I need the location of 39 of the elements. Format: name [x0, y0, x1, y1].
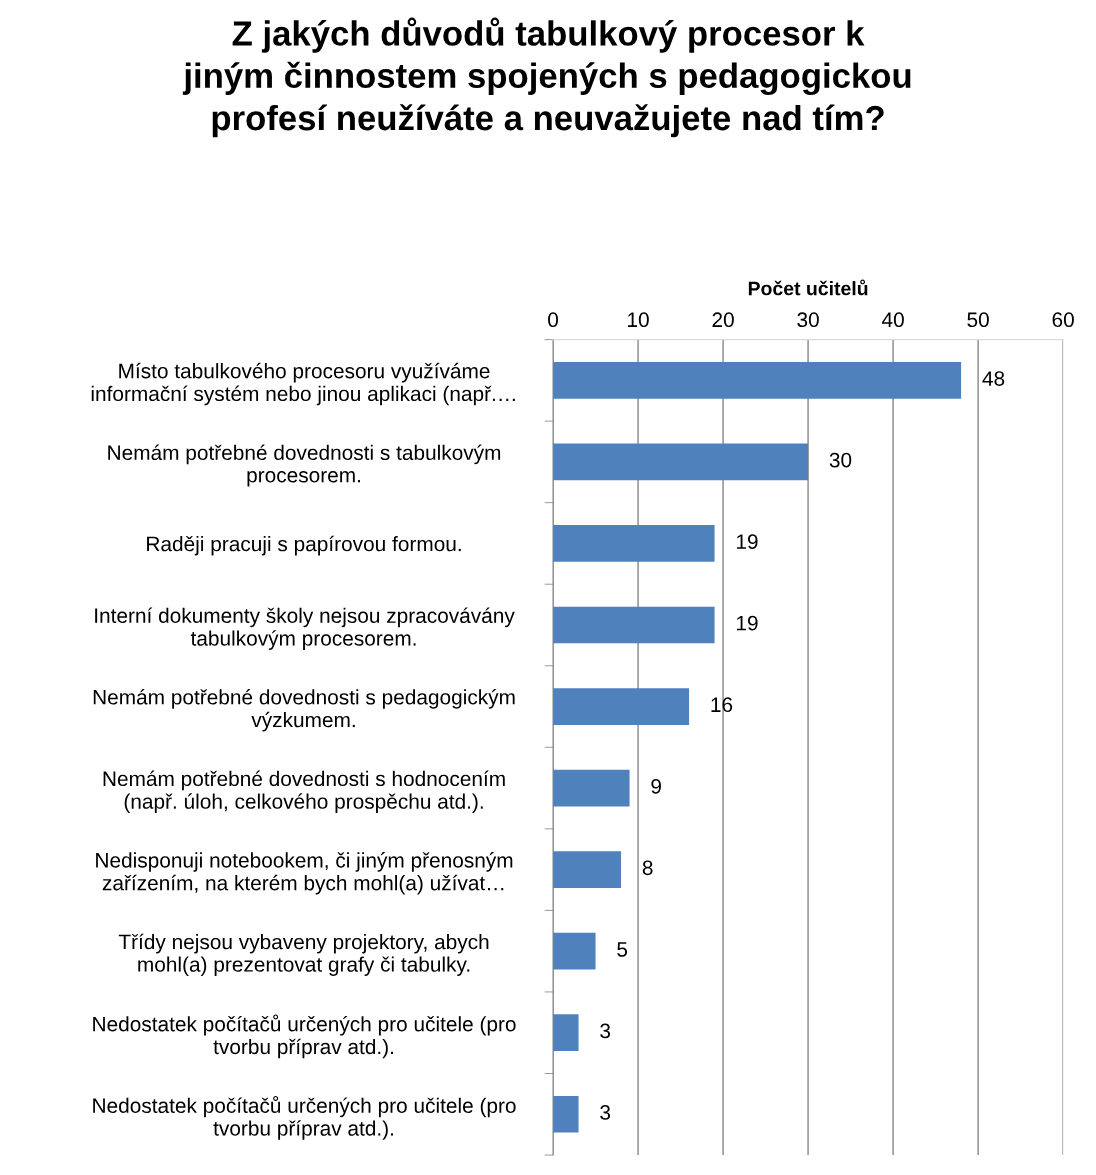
data-label: 19 — [736, 615, 758, 631]
bar — [553, 443, 809, 481]
x-axis-title: Počet učitelů — [748, 279, 868, 296]
x-tick-label: 60 — [1052, 312, 1074, 328]
bar — [553, 525, 715, 562]
data-label: 30 — [829, 452, 852, 468]
x-tick-label: 30 — [797, 312, 819, 328]
x-tick-label: 10 — [628, 312, 649, 328]
bar — [553, 1095, 579, 1133]
x-tick-label: 50 — [967, 312, 989, 328]
data-label: 8 — [642, 860, 653, 876]
x-tick-label: 20 — [712, 312, 734, 328]
data-label: 3 — [600, 1105, 611, 1120]
y-tick-label: Místo tabulkového procesoru využíváme informační systém nebo jinou aplikaci (např.… — [91, 362, 515, 406]
y-tick-label: Interní dokumenty školy nejsou zpracovávány tabulkovým procesorem. — [95, 607, 515, 650]
y-tick-label: Třídy nejsou vybaveny projektory, abych mohl(a) prezentovat grafy či tabulky. — [118, 933, 489, 976]
data-label: 16 — [711, 697, 733, 713]
data-label: 3 — [600, 1023, 611, 1039]
bar — [553, 688, 690, 725]
y-tick-label: Nemám potřebné dovednosti s tabulkovým procesorem. — [108, 444, 501, 487]
chart-title: Z jakých důvodů tabulkový procesor k jiným činnostem spojených s pedagogickou profesí neužíváte a neuvažujete nad tím? — [182, 17, 911, 138]
x-tick-label: 0 — [548, 312, 559, 328]
y-tick-label: Nedostatek počítačů určených pro učitele (pro tvorbu příprav atd.). — [93, 1096, 516, 1140]
bar — [553, 932, 596, 970]
data-label: 19 — [736, 534, 758, 550]
y-tick-label: Nemám potřebné dovednosti s hodnocením (např. úloh, celkového prospěchu atd.). — [103, 770, 505, 813]
bar — [553, 606, 715, 644]
bar — [553, 851, 622, 888]
data-label: 48 — [982, 371, 1005, 386]
bar — [553, 362, 962, 399]
bar — [553, 769, 630, 807]
x-tick-label: 40 — [881, 312, 904, 328]
bar — [553, 1014, 579, 1052]
data-label: 9 — [651, 778, 661, 794]
data-label: 5 — [617, 942, 628, 957]
y-tick-label: Nedisponuji notebookem, či jiným přenosným zařízením, na kterém bych mohl(a) užívat… — [96, 852, 513, 895]
y-tick-label: Raději pracuji s papírovou formou. — [147, 535, 461, 556]
y-tick-label: Nedostatek počítačů určených pro učitele (pro tvorbu příprav atd.). — [93, 1014, 516, 1059]
y-tick-label: Nemám potřebné dovednosti s pedagogickým výzkumem. — [93, 689, 515, 732]
